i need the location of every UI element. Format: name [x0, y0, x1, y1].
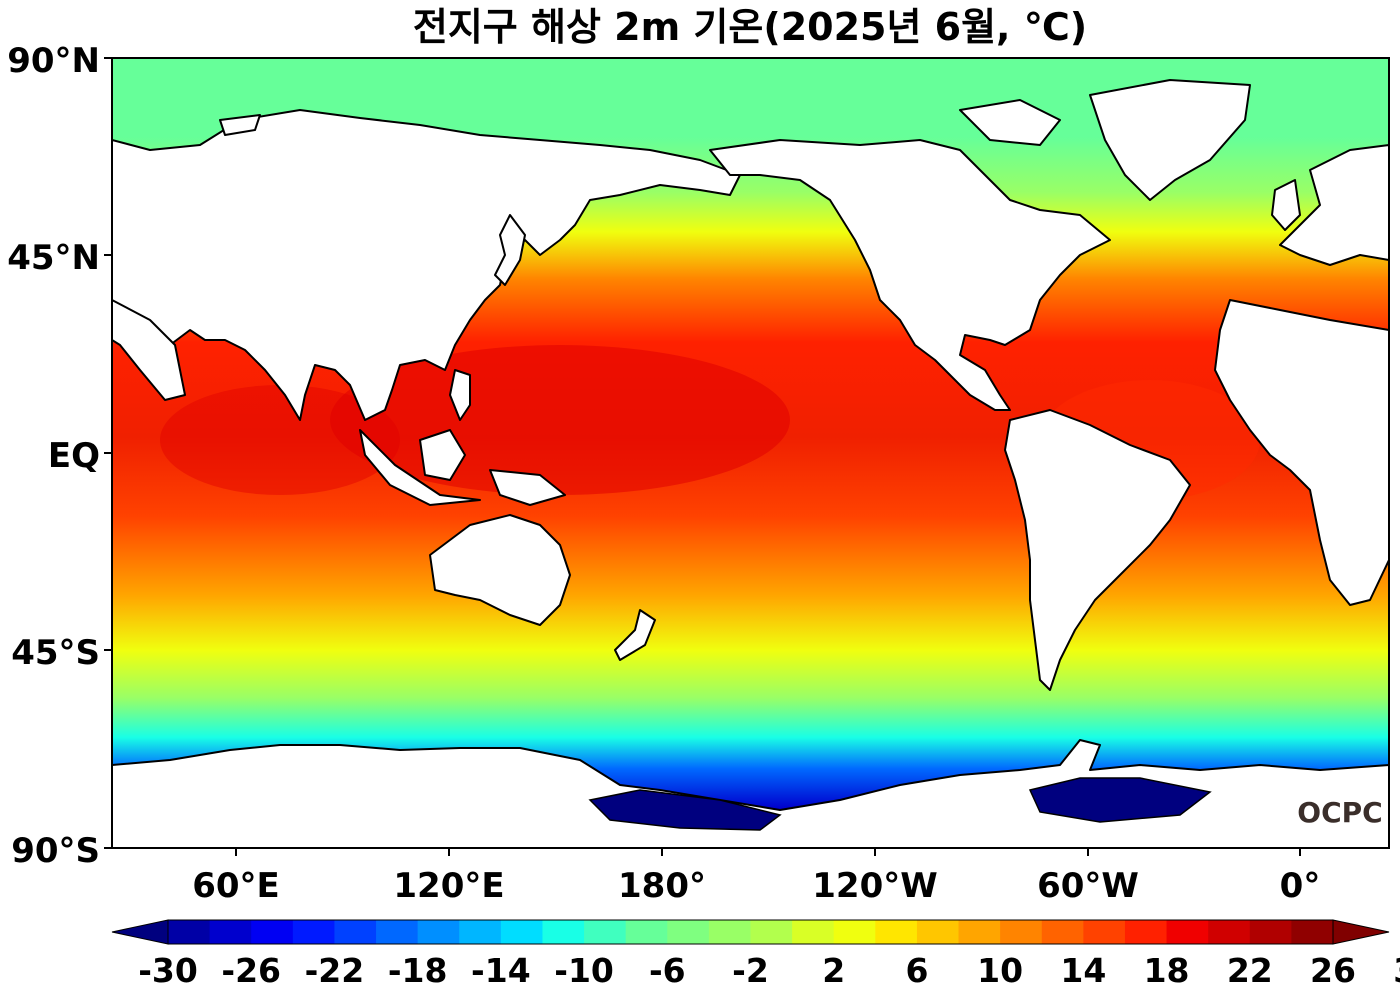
lon-axis: 60°E 120°E 180° 120°W 60°W 0° — [192, 848, 1320, 906]
colorbar-segment — [334, 920, 377, 944]
land-south-america — [1004, 409, 1191, 691]
land-north-america — [709, 139, 1111, 411]
land-svalbard — [219, 114, 261, 136]
colorbar-segment — [875, 920, 918, 944]
colorbar-tick-label: -22 — [305, 951, 365, 990]
colorbar-segment — [1208, 920, 1251, 944]
colorbar-tick-label: -10 — [554, 951, 614, 990]
colorbar-segment — [500, 920, 543, 944]
lat-label-eq: EQ — [48, 436, 100, 476]
colorbar-tick-label: 14 — [1060, 951, 1106, 990]
ocpc-logo: OCPC — [1297, 796, 1382, 829]
colorbar-segment — [542, 920, 585, 944]
land-arctic-islands — [959, 99, 1061, 146]
colorbar: -30-26-22-18-14-10-6-22610141822263034 — [111, 919, 1400, 990]
colorbar-tick-label: 26 — [1310, 951, 1356, 990]
land-sumatra-java — [359, 429, 481, 506]
colorbar-segment — [376, 920, 419, 944]
colorbar-segment — [1124, 920, 1168, 944]
colorbar-segment — [251, 920, 294, 944]
colorbar-segment — [168, 920, 211, 944]
colorbar-tick-label: -26 — [221, 951, 281, 990]
land-masses — [112, 79, 1389, 848]
colorbar-segment — [209, 920, 252, 944]
colorbar-segment — [1166, 920, 1209, 944]
land-arabia — [112, 299, 186, 401]
land-europe — [1279, 144, 1389, 266]
lon-label-180: 180° — [618, 866, 706, 906]
map-area — [112, 58, 1389, 848]
lon-label-0: 0° — [1280, 866, 1321, 906]
land-africa — [1214, 299, 1389, 606]
colorbar-segment — [958, 920, 1001, 944]
colorbar-segment — [1083, 920, 1126, 944]
colorbar-tick-label: 30 — [1393, 951, 1400, 990]
land-philippines — [449, 369, 471, 421]
lon-label-60e: 60°E — [192, 866, 280, 906]
colorbar-segment — [708, 920, 751, 944]
land-uk — [1271, 179, 1301, 231]
colorbar-tick-label: 10 — [977, 951, 1023, 990]
lat-label-45n: 45°N — [7, 238, 100, 278]
colorbar-segment — [750, 920, 793, 944]
colorbar-tick-label: -18 — [388, 951, 448, 990]
colorbar-segment — [792, 920, 835, 944]
lat-label-45s: 45°S — [11, 633, 100, 673]
land-borneo — [419, 429, 466, 481]
colorbar-segment — [292, 920, 335, 944]
colorbar-tick-label: 22 — [1227, 951, 1273, 990]
land-australia — [429, 514, 571, 626]
colorbar-tick-label: -6 — [649, 951, 686, 990]
colorbar-outline — [167, 919, 1334, 945]
land-eurasia — [112, 109, 741, 421]
warm-pool-indian — [160, 385, 400, 495]
colorbar-segment — [625, 920, 668, 944]
land-greenland — [1089, 79, 1251, 201]
colorbar-segment — [833, 920, 876, 944]
colorbar-tick-label: -30 — [138, 951, 198, 990]
colorbar-segment — [459, 920, 502, 944]
land-new-zealand — [614, 609, 656, 661]
lon-label-60w: 60°W — [1037, 866, 1139, 906]
weddell-sea-cold — [1028, 777, 1212, 823]
lon-label-120w: 120°W — [812, 866, 937, 906]
colorbar-segment — [1249, 920, 1292, 944]
colorbar-tick-label: -14 — [471, 951, 531, 990]
colorbar-tick-label: 2 — [822, 951, 845, 990]
colorbar-segment — [584, 920, 627, 944]
colorbar-tick-label: 18 — [1144, 951, 1190, 990]
colorbar-segment — [916, 920, 960, 944]
colorbar-segment — [667, 920, 710, 944]
colorbar-segment — [1000, 920, 1043, 944]
colorbar-tick-label: -2 — [732, 951, 769, 990]
lon-label-120e: 120°E — [393, 866, 504, 906]
colorbar-extend-low — [111, 919, 169, 945]
colorbar-segment — [1291, 920, 1334, 944]
land-japan — [494, 214, 526, 286]
lat-axis: 90°N 45°N EQ 45°S 90°S — [7, 41, 112, 871]
colorbar-segment — [1041, 920, 1084, 944]
colorbar-segment — [417, 920, 460, 944]
map-title: 전지구 해상 2m 기온(2025년 6월, ℃) — [413, 5, 1087, 49]
land-antarctica — [112, 739, 1389, 848]
land-new-guinea — [489, 469, 566, 506]
colorbar-tick-label: 6 — [905, 951, 928, 990]
lat-label-90s: 90°S — [11, 831, 100, 871]
colorbar-extend-high — [1332, 919, 1390, 945]
lat-label-90n: 90°N — [7, 41, 100, 81]
ross-sea-cold — [588, 789, 782, 831]
